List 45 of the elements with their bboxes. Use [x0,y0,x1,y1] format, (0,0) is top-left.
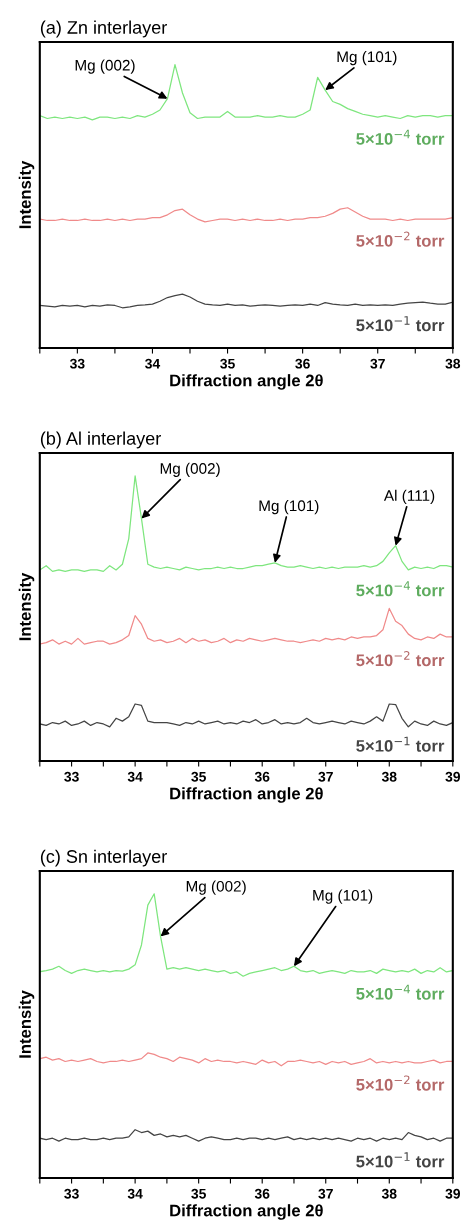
series-label: 5×10$^{−4}$ torr [356,581,445,597]
annotation: Al (111) [383,489,435,505]
series-label: 5×10$^{−2}$ torr [356,651,445,667]
chart-title: (b) Al interlayer [40,431,161,449]
x-tick-label: 34 [127,1188,143,1199]
y-axis-title: Intensity [18,160,35,229]
series-label: 5×10$^{−1}$ torr [356,736,445,752]
annotation: Mg (101) [259,499,319,515]
series-label: 5×10$^{−4}$ torr [356,129,445,145]
series-label: 5×10$^{−2}$ torr [356,231,445,247]
series-label: 5×10$^{−1}$ torr [356,1152,445,1168]
series-label: 5×10$^{−2}$ torr [356,1075,445,1091]
x-axis-title: Diffraction angle 2θ [170,787,323,803]
y-axis-title: Intensity [18,990,35,1058]
x-tick-label: 34 [127,771,143,782]
series-label: 5×10$^{−4}$ torr [356,984,445,1000]
x-tick-label: 34 [145,358,161,369]
x-tick-label: 36 [295,358,310,369]
x-tick-label: 35 [220,358,235,369]
x-axis-title: Diffraction angle 2θ [170,1204,323,1220]
x-tick-label: 35 [191,771,206,782]
chart-title: (c) Sn interlayer [40,849,167,867]
x-tick-label: 38 [381,1188,397,1199]
x-tick-label: 39 [445,771,461,782]
x-tick-label: 37 [370,358,385,369]
x-tick-label: 33 [64,771,79,782]
x-tick-label: 38 [381,771,397,782]
x-tick-label: 35 [191,1188,206,1199]
x-tick-label: 37 [318,771,333,782]
y-axis-title: Intensity [18,572,35,641]
x-tick-label: 36 [254,1188,270,1199]
annotation: Mg (101) [337,50,397,66]
x-tick-label: 33 [64,1188,79,1199]
x-tick-label: 37 [318,1188,333,1199]
chart-title: (a) Zn interlayer [40,20,167,38]
x-tick-label: 39 [445,1188,461,1199]
annotation: Mg (101) [313,889,373,904]
annotation: Mg (002) [186,880,246,895]
x-axis-title: Diffraction angle 2θ [170,374,323,390]
annotation: Mg (002) [75,59,135,74]
x-tick-label: 33 [69,358,85,369]
x-tick-label: 38 [445,358,461,369]
annotation: Mg (002) [160,462,220,477]
series-label: 5×10$^{−1}$ torr [356,316,445,332]
x-tick-label: 36 [254,771,270,782]
